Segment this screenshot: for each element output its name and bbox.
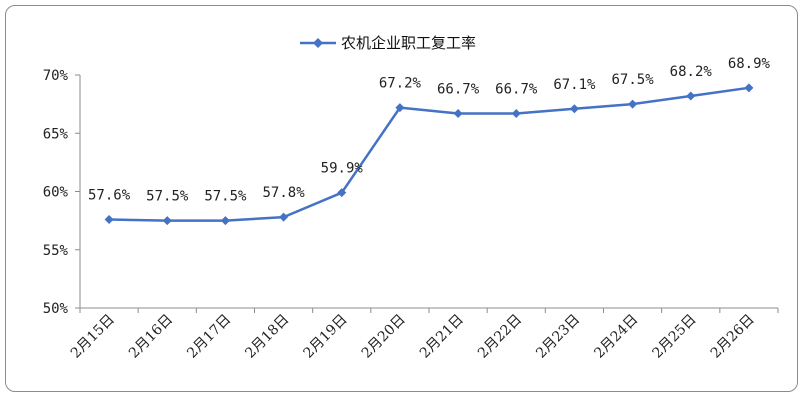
data-point-marker — [337, 188, 347, 198]
x-tick-label: 2月16日 — [126, 312, 176, 362]
data-label: 57.6% — [88, 187, 131, 203]
series-line-group — [104, 83, 754, 226]
x-tick-label: 2月17日 — [184, 312, 234, 362]
data-point-marker — [453, 108, 463, 118]
data-label: 66.7% — [437, 81, 480, 97]
data-label: 67.2% — [379, 76, 422, 92]
data-label: 57.5% — [146, 189, 189, 205]
legend-label: 农机企业职工复工率 — [341, 34, 476, 52]
x-tick-label: 2月26日 — [708, 312, 758, 362]
series-line — [109, 86, 750, 222]
data-point-marker — [162, 216, 172, 226]
data-point-marker — [220, 216, 230, 226]
y-tick-label: 60% — [43, 185, 69, 201]
data-point-marker — [686, 91, 696, 101]
x-tick-label: 2月25日 — [650, 312, 700, 362]
data-point-marker — [628, 99, 638, 109]
x-tick-label: 2月22日 — [475, 312, 525, 362]
data-label: 59.9% — [321, 161, 364, 177]
data-label: 68.9% — [728, 56, 771, 72]
data-label: 67.5% — [612, 72, 655, 88]
y-tick-label: 50% — [43, 301, 69, 317]
data-labels-group: 57.6% 57.5% 57.5% 57.8% 59.9% 67.2% 66.7% 66.7%… — [88, 56, 771, 205]
legend: 农机企业职工复工率 — [300, 34, 476, 52]
y-tick-label: 70% — [43, 68, 69, 84]
data-point-marker — [104, 214, 114, 224]
legend-marker-swatch — [313, 38, 323, 48]
data-point-marker — [279, 212, 289, 222]
data-label: 57.5% — [204, 189, 247, 205]
data-label: 68.2% — [670, 64, 713, 80]
data-point-marker — [744, 83, 754, 93]
x-tick-label: 2月19日 — [301, 312, 351, 362]
chart-frame — [5, 5, 798, 392]
data-label: 67.1% — [553, 77, 596, 93]
data-point-marker — [395, 103, 405, 113]
axes: 50% 55% 60% 65% 70% 2月15日 2月16日 2月17日 2月18日 2月19日… — [43, 68, 779, 362]
data-label: 66.7% — [495, 81, 538, 97]
x-tick-label: 2月15日 — [68, 312, 118, 362]
y-tick-label: 65% — [43, 126, 69, 142]
data-point-marker — [511, 108, 521, 118]
x-tick-label: 2月20日 — [359, 312, 409, 362]
data-label: 57.8% — [263, 185, 306, 201]
data-point-marker — [569, 104, 579, 114]
x-tick-label: 2月21日 — [417, 312, 467, 362]
x-tick-label: 2月24日 — [591, 312, 641, 362]
x-tick-label: 2月23日 — [533, 312, 583, 362]
x-tick-label: 2月18日 — [242, 312, 292, 362]
y-tick-label: 55% — [43, 243, 69, 259]
